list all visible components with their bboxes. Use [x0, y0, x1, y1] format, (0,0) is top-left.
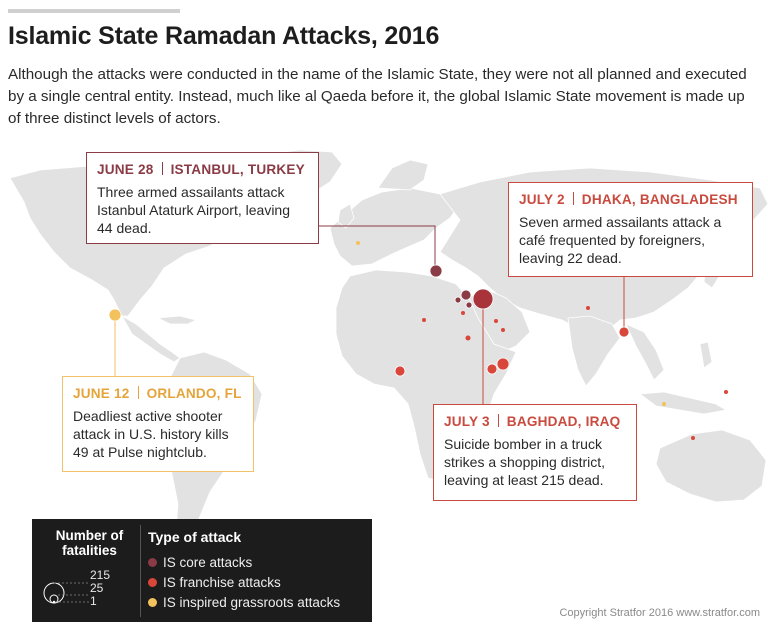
- legend-divider: [140, 525, 141, 617]
- callout-dhaka-head: JULY 2 DHAKA, BANGLADESH: [519, 192, 738, 207]
- callout-orlando-text: Deadliest active shooter attack in U.S. …: [73, 408, 229, 460]
- marker-afghanistan: [586, 306, 590, 310]
- marker-yemen-1: [496, 357, 510, 371]
- marker-istanbul: [429, 264, 443, 278]
- copyright: Copyright Stratfor 2016 www.stratfor.com: [559, 607, 760, 619]
- land-indonesia: [638, 391, 728, 415]
- callout-dhaka: JULY 2 DHAKA, BANGLADESH Seven armed assa…: [508, 182, 753, 277]
- marker-jordan: [465, 301, 473, 309]
- top-accent-bar: [8, 9, 180, 13]
- legend-item-core: IS core attacks: [148, 555, 252, 570]
- land-se-asia: [625, 323, 665, 381]
- marker-syria-2: [454, 296, 462, 304]
- page-title: Islamic State Ramadan Attacks, 2016: [8, 22, 440, 50]
- legend-fatalities-title: Number of fatalities: [55, 528, 124, 558]
- legend-dot-franchise: [148, 578, 157, 587]
- legend-dot-core: [148, 558, 157, 567]
- marker-orlando: [108, 308, 122, 322]
- legend-size-circles: [43, 582, 90, 604]
- marker-philippines: [724, 390, 728, 394]
- marker-france: [356, 241, 360, 245]
- legend-type-title: Type of attack: [148, 529, 242, 545]
- callout-orlando: JUNE 12 ORLANDO, FL Deadliest active shoo…: [62, 376, 254, 472]
- marker-kuwait: [494, 319, 498, 323]
- land-uk: [337, 203, 355, 229]
- callout-dhaka-text: Seven armed assailants attack a café fre…: [519, 214, 722, 266]
- callout-istanbul: JUNE 28 ISTANBUL, TURKEY Three armed assa…: [86, 152, 319, 244]
- legend-size-1: 1: [90, 594, 97, 608]
- land-philippines: [699, 341, 713, 369]
- land-india: [567, 315, 621, 387]
- land-scandinavia: [377, 159, 429, 191]
- legend-item-grassroots: IS inspired grassroots attacks: [148, 595, 340, 610]
- legend: Number of fatalities 215 25 1 Type of at…: [32, 519, 372, 622]
- marker-libya: [422, 318, 426, 322]
- land-europe: [329, 187, 461, 267]
- callout-orlando-head: JUNE 12 ORLANDO, FL: [73, 386, 242, 401]
- land-australia: [655, 429, 767, 503]
- legend-dot-grassroots: [148, 598, 157, 607]
- marker-yemen-2: [465, 335, 471, 341]
- callout-istanbul-head: JUNE 28 ISTANBUL, TURKEY: [97, 162, 305, 177]
- callout-baghdad: JULY 3 BAGHDAD, IRAQ Suicide bomber in a …: [433, 404, 637, 501]
- callout-istanbul-text: Three armed assailants attack Istanbul A…: [97, 184, 290, 236]
- land-caribbean: [156, 315, 198, 325]
- legend-size-25: 25: [90, 581, 104, 595]
- legend-size-215: 215: [90, 568, 111, 582]
- page-subtitle: Although the attacks were conducted in t…: [8, 66, 747, 127]
- marker-baghdad: [472, 288, 494, 310]
- marker-malaysia: [662, 402, 666, 406]
- marker-dhaka: [618, 326, 630, 338]
- callout-baghdad-head: JULY 3 BAGHDAD, IRAQ: [444, 414, 621, 429]
- leader-istanbul: [318, 225, 436, 266]
- legend-item-franchise: IS franchise attacks: [148, 575, 281, 590]
- marker-syria-1: [460, 289, 472, 301]
- marker-egypt: [461, 311, 465, 315]
- marker-indonesia: [691, 436, 695, 440]
- marker-somalia: [486, 363, 498, 375]
- leader-lines: [114, 225, 625, 404]
- marker-saudi: [501, 328, 505, 332]
- marker-nigeria: [394, 365, 406, 377]
- callout-baghdad-text: Suicide bomber in a truck strikes a shop…: [444, 436, 606, 488]
